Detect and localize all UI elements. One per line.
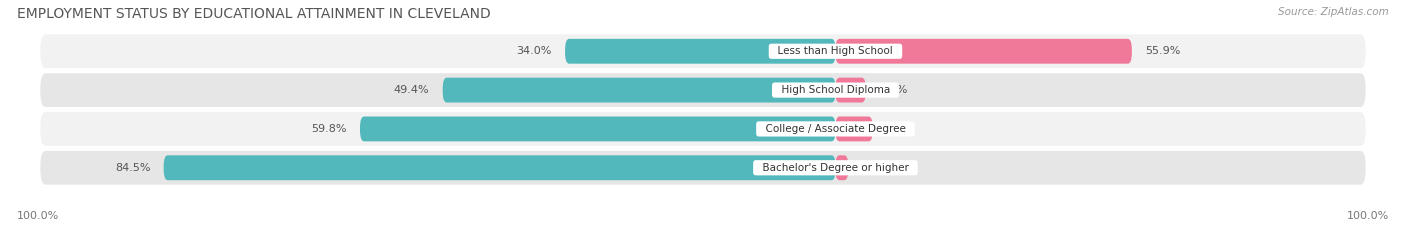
Text: 100.0%: 100.0% [1347, 211, 1389, 221]
Text: College / Associate Degree: College / Associate Degree [759, 124, 912, 134]
FancyBboxPatch shape [360, 116, 835, 141]
Text: 59.8%: 59.8% [311, 124, 347, 134]
Text: EMPLOYMENT STATUS BY EDUCATIONAL ATTAINMENT IN CLEVELAND: EMPLOYMENT STATUS BY EDUCATIONAL ATTAINM… [17, 7, 491, 21]
FancyBboxPatch shape [443, 78, 835, 103]
FancyBboxPatch shape [41, 34, 1365, 68]
FancyBboxPatch shape [163, 155, 835, 180]
FancyBboxPatch shape [835, 155, 848, 180]
Text: 5.7%: 5.7% [879, 85, 907, 95]
Text: 2.4%: 2.4% [862, 163, 890, 173]
Text: High School Diploma: High School Diploma [775, 85, 897, 95]
Text: Bachelor's Degree or higher: Bachelor's Degree or higher [756, 163, 915, 173]
FancyBboxPatch shape [41, 112, 1365, 146]
Text: Less than High School: Less than High School [772, 46, 900, 56]
Text: 100.0%: 100.0% [17, 211, 59, 221]
Text: Source: ZipAtlas.com: Source: ZipAtlas.com [1278, 7, 1389, 17]
Text: 55.9%: 55.9% [1144, 46, 1181, 56]
Text: 34.0%: 34.0% [516, 46, 553, 56]
FancyBboxPatch shape [835, 78, 866, 103]
FancyBboxPatch shape [41, 73, 1365, 107]
FancyBboxPatch shape [835, 39, 1132, 64]
Text: 7.0%: 7.0% [886, 124, 914, 134]
Text: 49.4%: 49.4% [394, 85, 430, 95]
FancyBboxPatch shape [835, 116, 873, 141]
FancyBboxPatch shape [565, 39, 835, 64]
FancyBboxPatch shape [41, 151, 1365, 185]
Text: 84.5%: 84.5% [115, 163, 150, 173]
